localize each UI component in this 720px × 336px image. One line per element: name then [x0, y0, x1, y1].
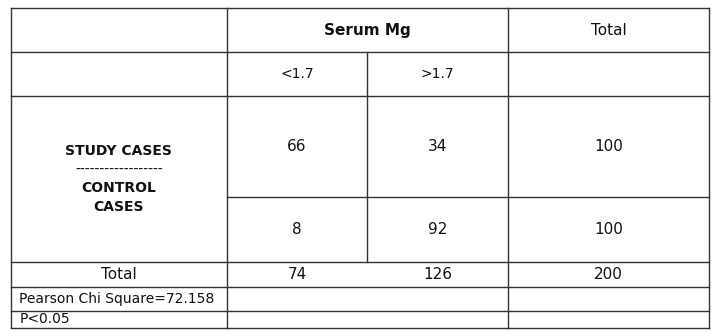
- Text: CONTROL: CONTROL: [81, 181, 156, 195]
- Text: Pearson Chi Square=72.158: Pearson Chi Square=72.158: [19, 292, 215, 306]
- Text: STUDY CASES: STUDY CASES: [66, 144, 172, 158]
- Text: 100: 100: [594, 222, 623, 237]
- Text: 100: 100: [594, 139, 623, 154]
- Text: 92: 92: [428, 222, 447, 237]
- Text: 74: 74: [287, 267, 307, 282]
- Text: Serum Mg: Serum Mg: [324, 23, 410, 38]
- Text: CASES: CASES: [94, 200, 144, 214]
- Text: <1.7: <1.7: [280, 67, 314, 81]
- Text: 34: 34: [428, 139, 447, 154]
- Text: 66: 66: [287, 139, 307, 154]
- Text: 8: 8: [292, 222, 302, 237]
- Text: Total: Total: [101, 267, 137, 282]
- Text: P<0.05: P<0.05: [19, 312, 70, 326]
- Text: >1.7: >1.7: [420, 67, 454, 81]
- Text: ------------------: ------------------: [75, 163, 163, 177]
- Text: 200: 200: [594, 267, 623, 282]
- Text: Total: Total: [590, 23, 626, 38]
- Text: 126: 126: [423, 267, 452, 282]
